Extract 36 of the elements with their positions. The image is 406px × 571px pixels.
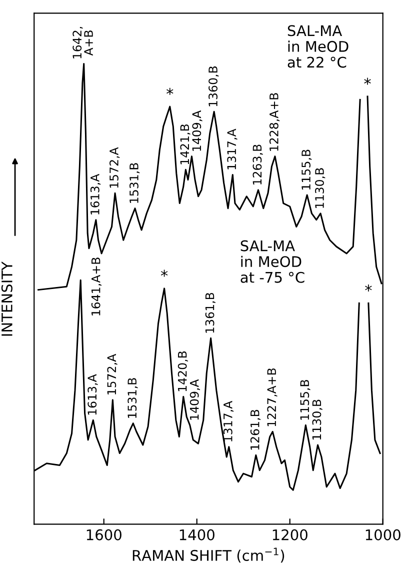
annotation: 1421,B — [180, 124, 190, 164]
x-tick-label: 1000 — [366, 529, 400, 540]
annotation: 1155,B — [302, 150, 312, 190]
annotation: 1228,A+B — [269, 93, 280, 151]
annotation: 1642, A+B — [72, 26, 93, 58]
annotation: 1361,B — [205, 292, 216, 333]
annotation: 1420,B — [178, 351, 188, 392]
annotation: 1613,A — [88, 374, 98, 415]
annotation: * — [160, 270, 168, 277]
annotation: 1155,B — [300, 380, 310, 420]
x-tick-label: 1600 — [86, 529, 122, 540]
annotation: SAL-MA in MeOD at -75 °C — [240, 240, 304, 283]
annotation: 1261,B — [250, 410, 261, 450]
annotation: 1317,A — [223, 400, 234, 442]
annotation: * — [166, 88, 174, 95]
annotation: 1641,A+B — [91, 258, 102, 316]
annotation: 1360,B — [208, 66, 219, 106]
x-tick-label: 1400 — [180, 529, 214, 540]
annotation: * — [364, 78, 371, 85]
annotation: 1409,A — [190, 379, 200, 420]
x-tick-label: 1200 — [272, 529, 308, 540]
annotation: SAL-MA in MeOD at 22 °C — [288, 25, 348, 68]
annotation: 1130,B — [312, 400, 322, 440]
annotation: 1572,A — [110, 147, 120, 188]
annotation: 1130,B — [315, 168, 326, 208]
annotation: 1317,A — [227, 128, 238, 170]
annotation: 1572,A — [107, 354, 118, 394]
x-axis-title: RAMAN SHIFT (cm$^{−1}$) — [132, 548, 284, 563]
annotation: 1531,B — [128, 378, 138, 418]
annotation: 1531,B — [130, 163, 140, 203]
annotation: 1227,A+B — [267, 368, 278, 426]
y-axis-title: INTENSITY — [1, 261, 12, 336]
annotation: 1263,B — [252, 144, 263, 184]
annotation: 1409,A — [192, 110, 202, 151]
annotation: * — [365, 284, 372, 292]
annotation: 1613,A — [90, 174, 101, 214]
